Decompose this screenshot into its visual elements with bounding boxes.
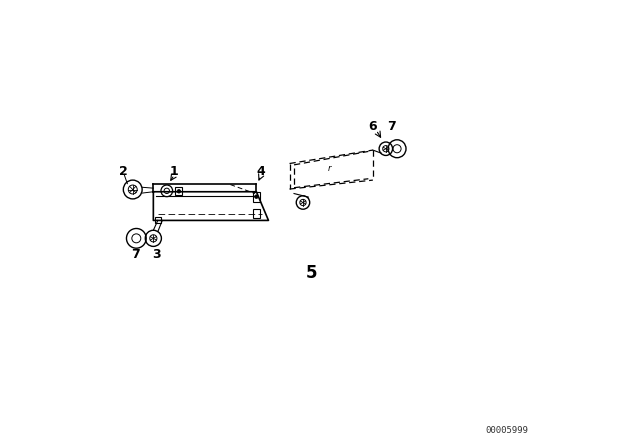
Text: 4: 4 bbox=[257, 164, 265, 178]
Text: r: r bbox=[327, 164, 331, 173]
Text: 6: 6 bbox=[368, 120, 377, 133]
Text: 3: 3 bbox=[152, 248, 161, 261]
Circle shape bbox=[255, 195, 258, 198]
Circle shape bbox=[177, 190, 180, 193]
Text: 2: 2 bbox=[118, 164, 127, 178]
Text: 5: 5 bbox=[305, 264, 317, 282]
Text: 00005999: 00005999 bbox=[485, 426, 529, 435]
Text: 7: 7 bbox=[387, 120, 396, 133]
Text: 1: 1 bbox=[170, 164, 179, 178]
Text: 7: 7 bbox=[131, 248, 140, 261]
